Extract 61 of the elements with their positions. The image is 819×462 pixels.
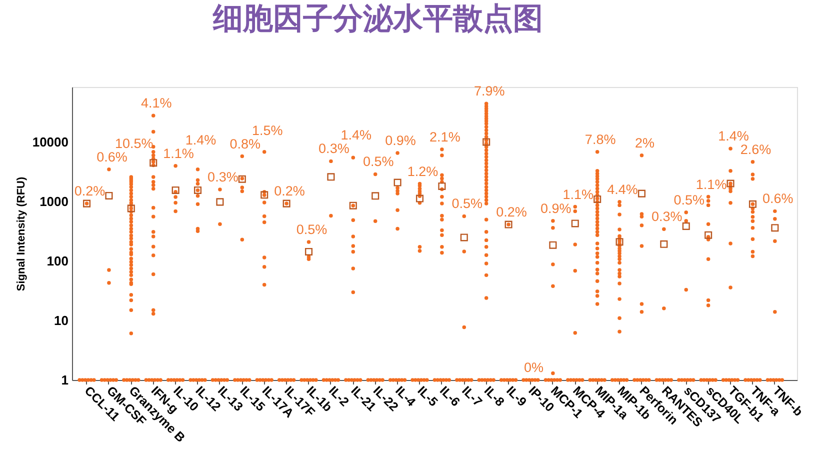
annotation: 4.1% [140, 96, 172, 111]
annotation: 2.1% [430, 129, 460, 144]
point [304, 248, 313, 256]
annotation: 0.9% [540, 200, 572, 216]
annotation: 10.5% [115, 136, 154, 152]
annotation: 0.2% [274, 184, 305, 199]
annotation: 0.3% [652, 209, 682, 224]
point [238, 175, 246, 183]
point [372, 192, 380, 200]
y-tick-label: 1000 [40, 194, 68, 210]
point [704, 231, 712, 239]
point [571, 220, 579, 228]
annotation: 4.4% [607, 182, 638, 197]
y-tick-label: 10 [54, 313, 68, 328]
annotation: 0.6% [762, 191, 794, 206]
annotation: 2.6% [740, 142, 772, 157]
point [549, 241, 557, 249]
annotation: 2% [634, 135, 654, 150]
annotation: 0.5% [296, 222, 328, 237]
annotation: 1.4% [718, 128, 749, 144]
annotation: 0.3% [208, 170, 238, 185]
annotation: 0.8% [230, 136, 261, 152]
annotation: 0.5% [452, 196, 483, 212]
annotation: 0.2% [74, 184, 106, 199]
y-tick-label: 10000 [32, 134, 68, 150]
annotation: 1.4% [340, 128, 372, 143]
point [638, 190, 646, 198]
y-axis-title: Signal Intensity (RFU) [15, 176, 28, 292]
annotation: 0.3% [318, 141, 350, 156]
annotation: 7.9% [474, 84, 505, 99]
y-tick-label: 100 [46, 254, 68, 269]
point [105, 192, 113, 200]
y-tick-label: 1 [61, 372, 68, 388]
annotation: 1.2% [407, 164, 438, 179]
annotation: 0.9% [385, 132, 416, 148]
annotation: 1.5% [252, 122, 283, 138]
point [660, 240, 668, 248]
annotation: 0.6% [96, 149, 128, 164]
point [150, 159, 158, 167]
annotation: 1.1% [163, 146, 194, 161]
annotation: 1.4% [185, 132, 216, 148]
point [394, 178, 402, 186]
annotation: 1.1% [696, 176, 727, 192]
point [172, 186, 180, 194]
annotation: 0.5% [674, 192, 705, 208]
point [682, 222, 690, 230]
point [438, 182, 446, 190]
point [594, 195, 602, 203]
point [216, 198, 224, 206]
chart-title: 细胞因子分泌水平散点图 [212, 2, 543, 37]
annotation: 0.5% [362, 154, 394, 170]
point [460, 234, 468, 242]
annotation: 1.1% [562, 186, 594, 202]
point [771, 224, 779, 232]
point [482, 138, 490, 146]
point [327, 173, 335, 181]
annotation: 0.2% [496, 204, 527, 220]
point [616, 238, 624, 246]
annotation: 7.8% [584, 132, 616, 147]
point [416, 194, 424, 202]
annotation: 0% [524, 360, 544, 375]
